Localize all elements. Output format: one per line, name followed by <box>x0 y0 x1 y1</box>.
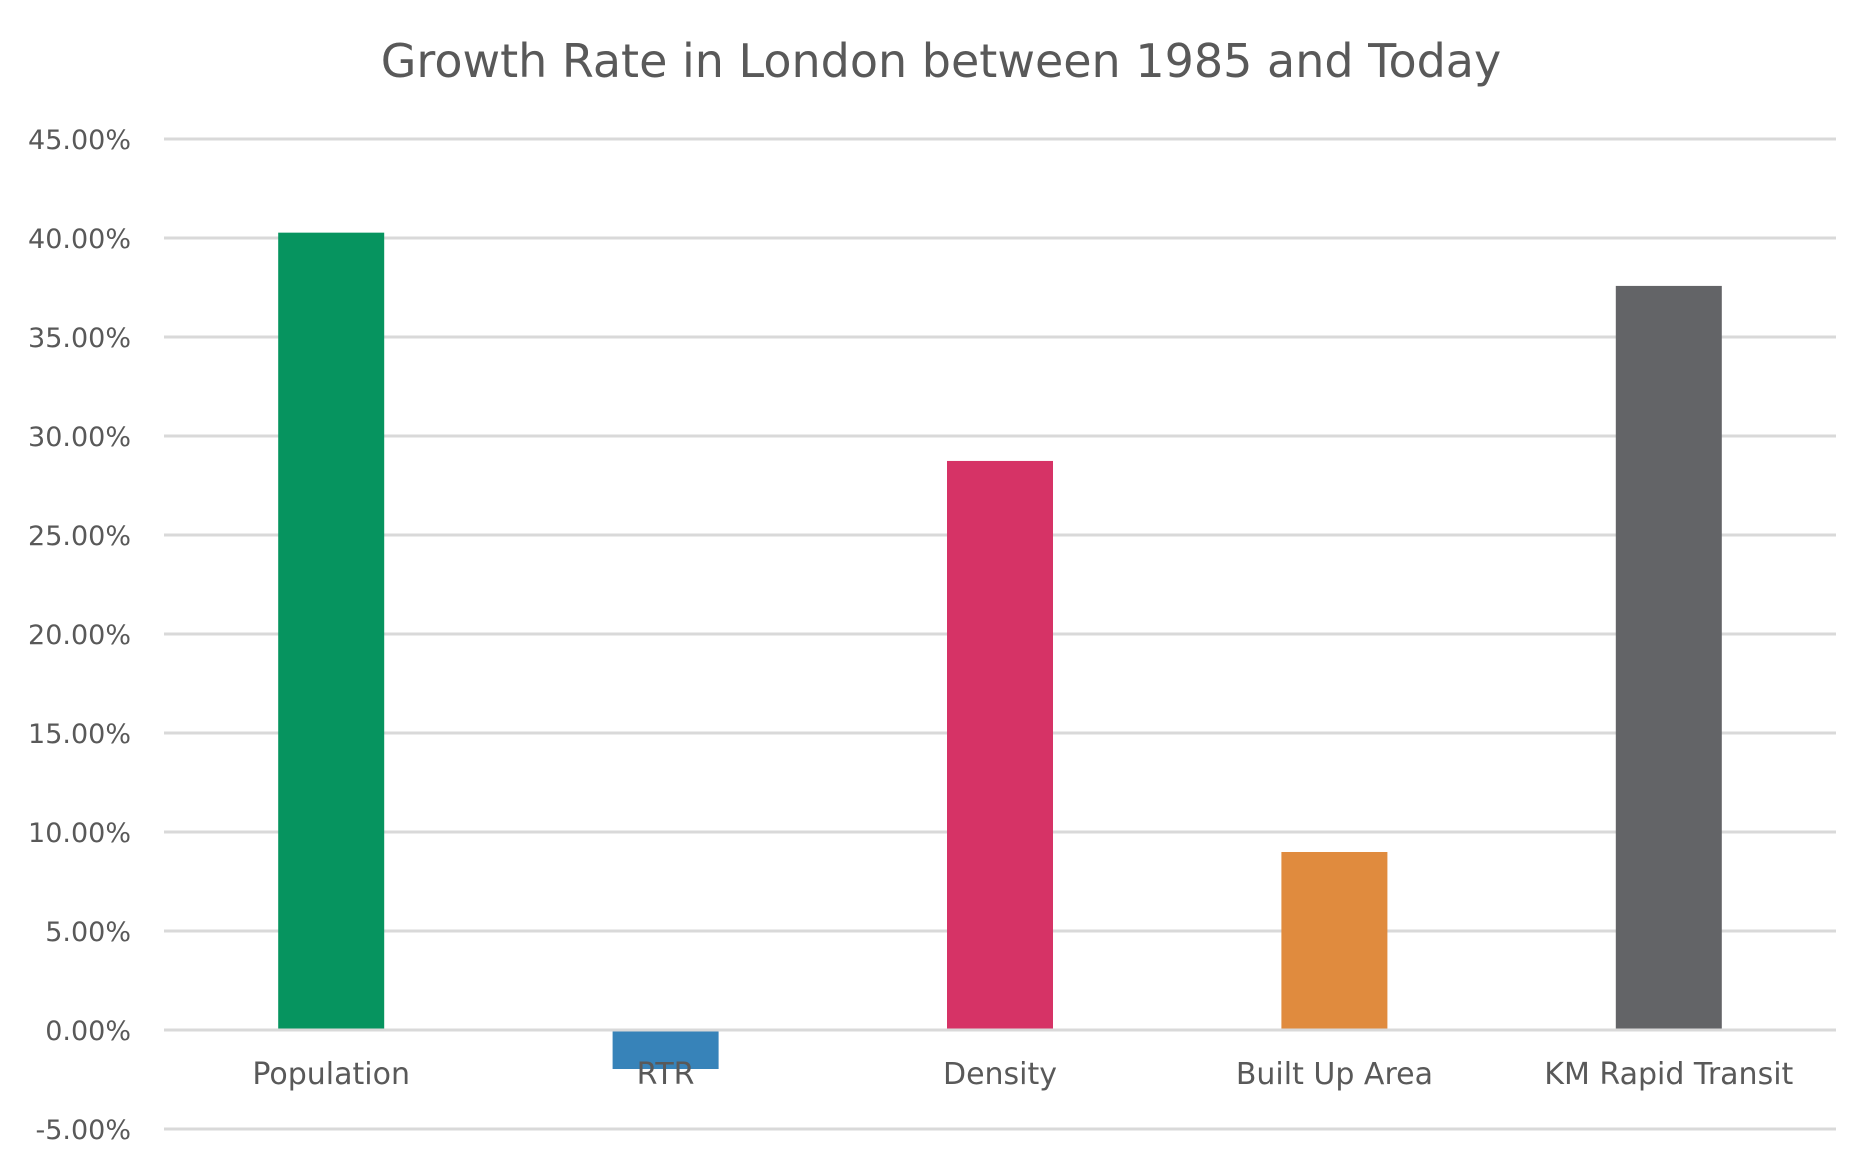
y-tick-label: 5.00% <box>45 917 131 948</box>
bar-density <box>947 460 1053 1029</box>
y-tick-label: 45.00% <box>28 125 131 156</box>
x-category-label: Built Up Area <box>1236 1057 1433 1092</box>
chart-title: Growth Rate in London between 1985 and T… <box>381 34 1501 88</box>
y-tick-label: 10.00% <box>28 818 131 849</box>
x-category-label: Population <box>252 1057 410 1092</box>
bar-rtr <box>612 1031 719 1070</box>
x-axis-category-labels: Population RTR Density Built Up Area KM Rapi… <box>252 1057 1793 1092</box>
bars <box>278 232 1722 1070</box>
y-tick-label: 40.00% <box>28 224 131 255</box>
y-tick-label: 25.00% <box>28 521 131 552</box>
y-tick-label: 0.00% <box>45 1016 131 1047</box>
x-category-label: RTR <box>637 1057 695 1092</box>
y-tick-label: -5.00% <box>35 1115 131 1146</box>
y-tick-label: 30.00% <box>28 422 131 453</box>
y-tick-label: 35.00% <box>28 323 131 354</box>
y-axis-tick-labels: -5.00% 0.00% 5.00% 10.00% 15.00% 20.00% 25.00%… <box>28 125 131 1146</box>
x-category-label: Density <box>943 1057 1057 1092</box>
y-tick-label: 15.00% <box>28 719 131 750</box>
x-category-label: KM Rapid Transit <box>1544 1057 1793 1092</box>
y-tick-label: 20.00% <box>28 620 131 651</box>
bar-built-up-area <box>1281 851 1388 1029</box>
bar-km-rapid-transit <box>1615 285 1722 1029</box>
bar-population <box>278 232 385 1029</box>
